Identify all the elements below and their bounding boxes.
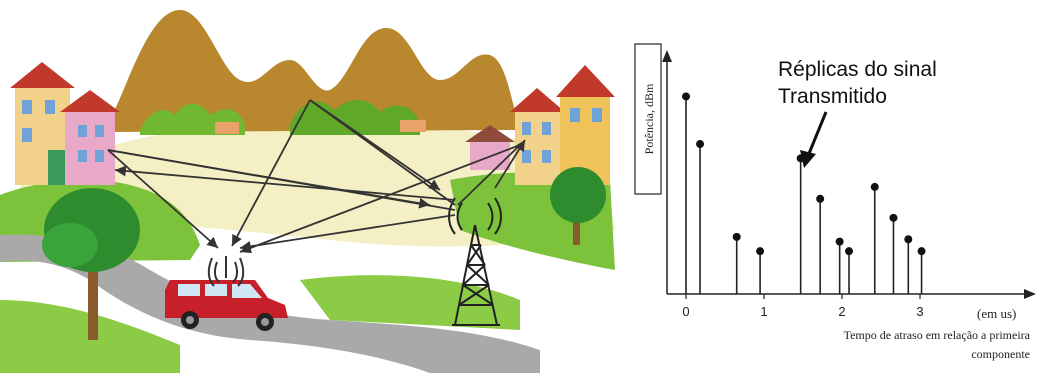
stems [682,92,926,294]
stem-point [732,232,741,241]
y-axis-label: Potência, dBm [642,83,656,154]
house-icon [10,62,120,185]
signal-paths [107,99,526,254]
annotation-arrowhead [800,150,816,168]
x-tick-label: 1 [760,304,767,319]
house-icon [400,120,426,132]
stem-chart: Potência, dBm 0 1 2 3 (em us) Tempo de atra… [634,43,1036,361]
stem-point [696,140,705,149]
road [0,234,540,373]
stem-point [870,182,879,191]
stem-point [845,247,854,256]
x-axis-arrow [1024,289,1036,299]
radio-tower-icon [448,197,502,326]
antenna-icon [207,256,245,287]
x-ticks: 0 1 2 3 [682,294,924,319]
x-axis-label-line2: componente [971,347,1030,361]
mountain-icon [110,10,520,132]
stem-point [682,92,690,101]
x-axis-label-line1: Tempo de atraso em relação a primeira [844,328,1031,342]
annotation-arrow [806,111,828,157]
grass [300,275,520,330]
stem-point [917,247,926,256]
tree-icon [550,167,606,245]
tree-icon [42,188,140,340]
annotation-line1: Réplicas do sinal [778,58,937,81]
stem-point [835,237,844,246]
x-tick-label: 2 [838,304,845,319]
y-axis-arrow [662,50,672,62]
annotation-line2: Transmitido [778,85,887,108]
x-unit-label: (em us) [977,306,1016,321]
stem-point [904,235,913,244]
x-tick-label: 3 [916,304,923,319]
stem-point [889,213,898,222]
x-tick-label: 0 [682,304,689,319]
multipath-scene [0,10,615,373]
stem-point [756,247,765,256]
house-icon [215,122,239,134]
ylabel-box [634,43,662,195]
stem-point [816,194,825,203]
car-icon [165,280,288,331]
